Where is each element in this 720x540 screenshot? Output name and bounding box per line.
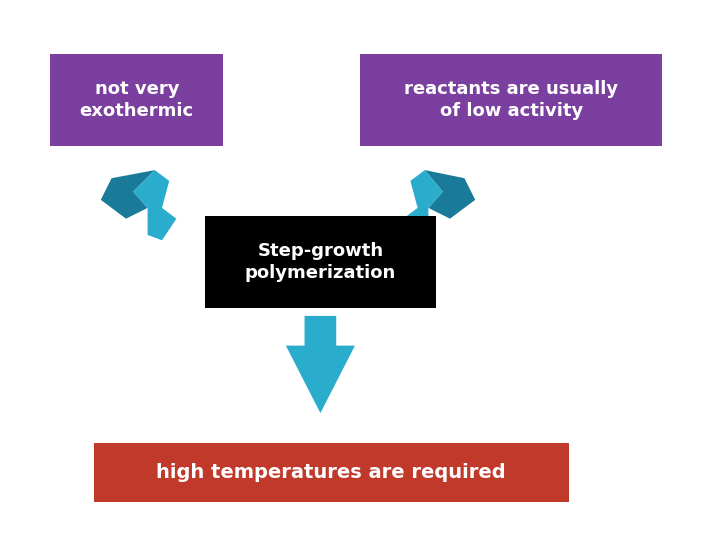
Polygon shape — [403, 170, 443, 240]
Text: not very
exothermic: not very exothermic — [80, 80, 194, 120]
Polygon shape — [425, 170, 475, 219]
Text: reactants are usually
of low activity: reactants are usually of low activity — [404, 80, 618, 120]
Polygon shape — [286, 316, 355, 413]
FancyBboxPatch shape — [360, 54, 662, 146]
Polygon shape — [133, 170, 176, 240]
FancyBboxPatch shape — [50, 54, 223, 146]
Polygon shape — [101, 170, 155, 219]
FancyBboxPatch shape — [94, 443, 569, 502]
Text: Step-growth
polymerization: Step-growth polymerization — [245, 242, 396, 282]
Text: high temperatures are required: high temperatures are required — [156, 463, 506, 482]
FancyBboxPatch shape — [205, 216, 436, 308]
